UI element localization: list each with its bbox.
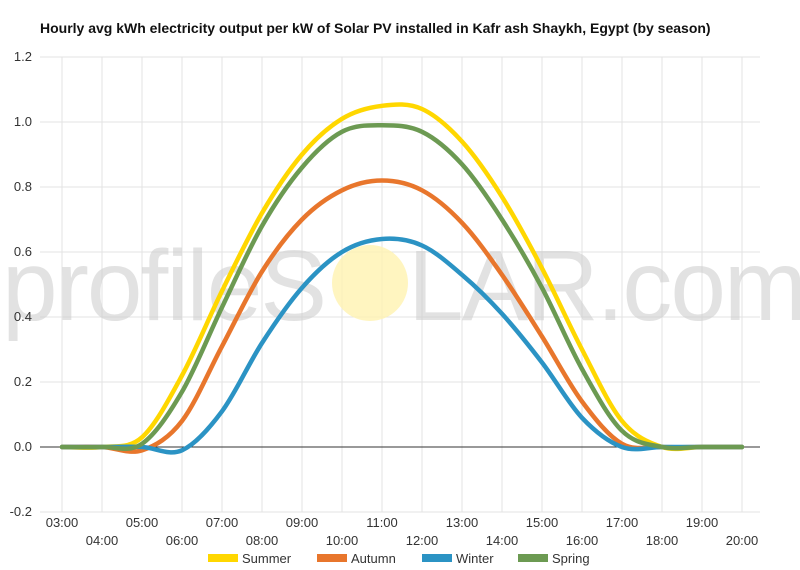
x-tick-label: 20:00 [726,533,759,548]
legend-swatch-spring [518,554,548,562]
legend-label-winter: Winter [456,551,494,566]
series-line-spring [59,123,745,451]
axes: -0.2 0.0 0.2 0.4 0.6 0.8 1.0 1.2 03:00 04:00 05:00… [10,49,760,548]
legend-label-autumn: Autumn [351,551,396,566]
watermark-right: LAR.com [408,230,800,342]
x-tick-label: 04:00 [86,533,119,548]
x-tick-label: 10:00 [326,533,359,548]
y-tick-label: 1.2 [14,49,32,64]
y-tick-label: 0.0 [14,439,32,454]
x-tick-label: 13:00 [446,515,479,530]
legend: Summer Autumn Winter Spring [208,551,590,566]
x-tick-label: 11:00 [366,515,398,530]
series-line-summer [59,102,745,452]
legend-label-spring: Spring [552,551,590,566]
y-tick-label: 0.8 [14,179,32,194]
x-tick-label: 16:00 [566,533,599,548]
x-tick-label: 09:00 [286,515,319,530]
y-tick-label: -0.2 [10,504,32,519]
legend-label-summer: Summer [242,551,292,566]
watermark: profileS LAR.com [2,230,800,342]
chart-title: Hourly avg kWh electricity output per kW… [40,20,711,36]
y-tick-label: 0.4 [14,309,32,324]
x-tick-label: 14:00 [486,533,519,548]
grid [40,56,760,513]
series-line-autumn [59,178,745,454]
x-tick-label: 08:00 [246,533,279,548]
legend-swatch-autumn [317,554,347,562]
x-tick-label: 19:00 [686,515,719,530]
x-tick-label: 17:00 [606,515,639,530]
x-tick-label: 15:00 [526,515,559,530]
legend-swatch-summer [208,554,238,562]
x-tick-label: 07:00 [206,515,239,530]
watermark-sun-icon [332,245,408,321]
series-line-winter [59,236,745,455]
x-tick-label: 05:00 [126,515,159,530]
legend-swatch-winter [422,554,452,562]
x-tick-label: 06:00 [166,533,199,548]
x-tick-label: 03:00 [46,515,79,530]
x-tick-label: 12:00 [406,533,439,548]
series-lines [59,102,745,455]
y-tick-label: 0.6 [14,244,32,259]
y-tick-label: 1.0 [14,114,32,129]
y-tick-label: 0.2 [14,374,32,389]
x-tick-label: 18:00 [646,533,679,548]
